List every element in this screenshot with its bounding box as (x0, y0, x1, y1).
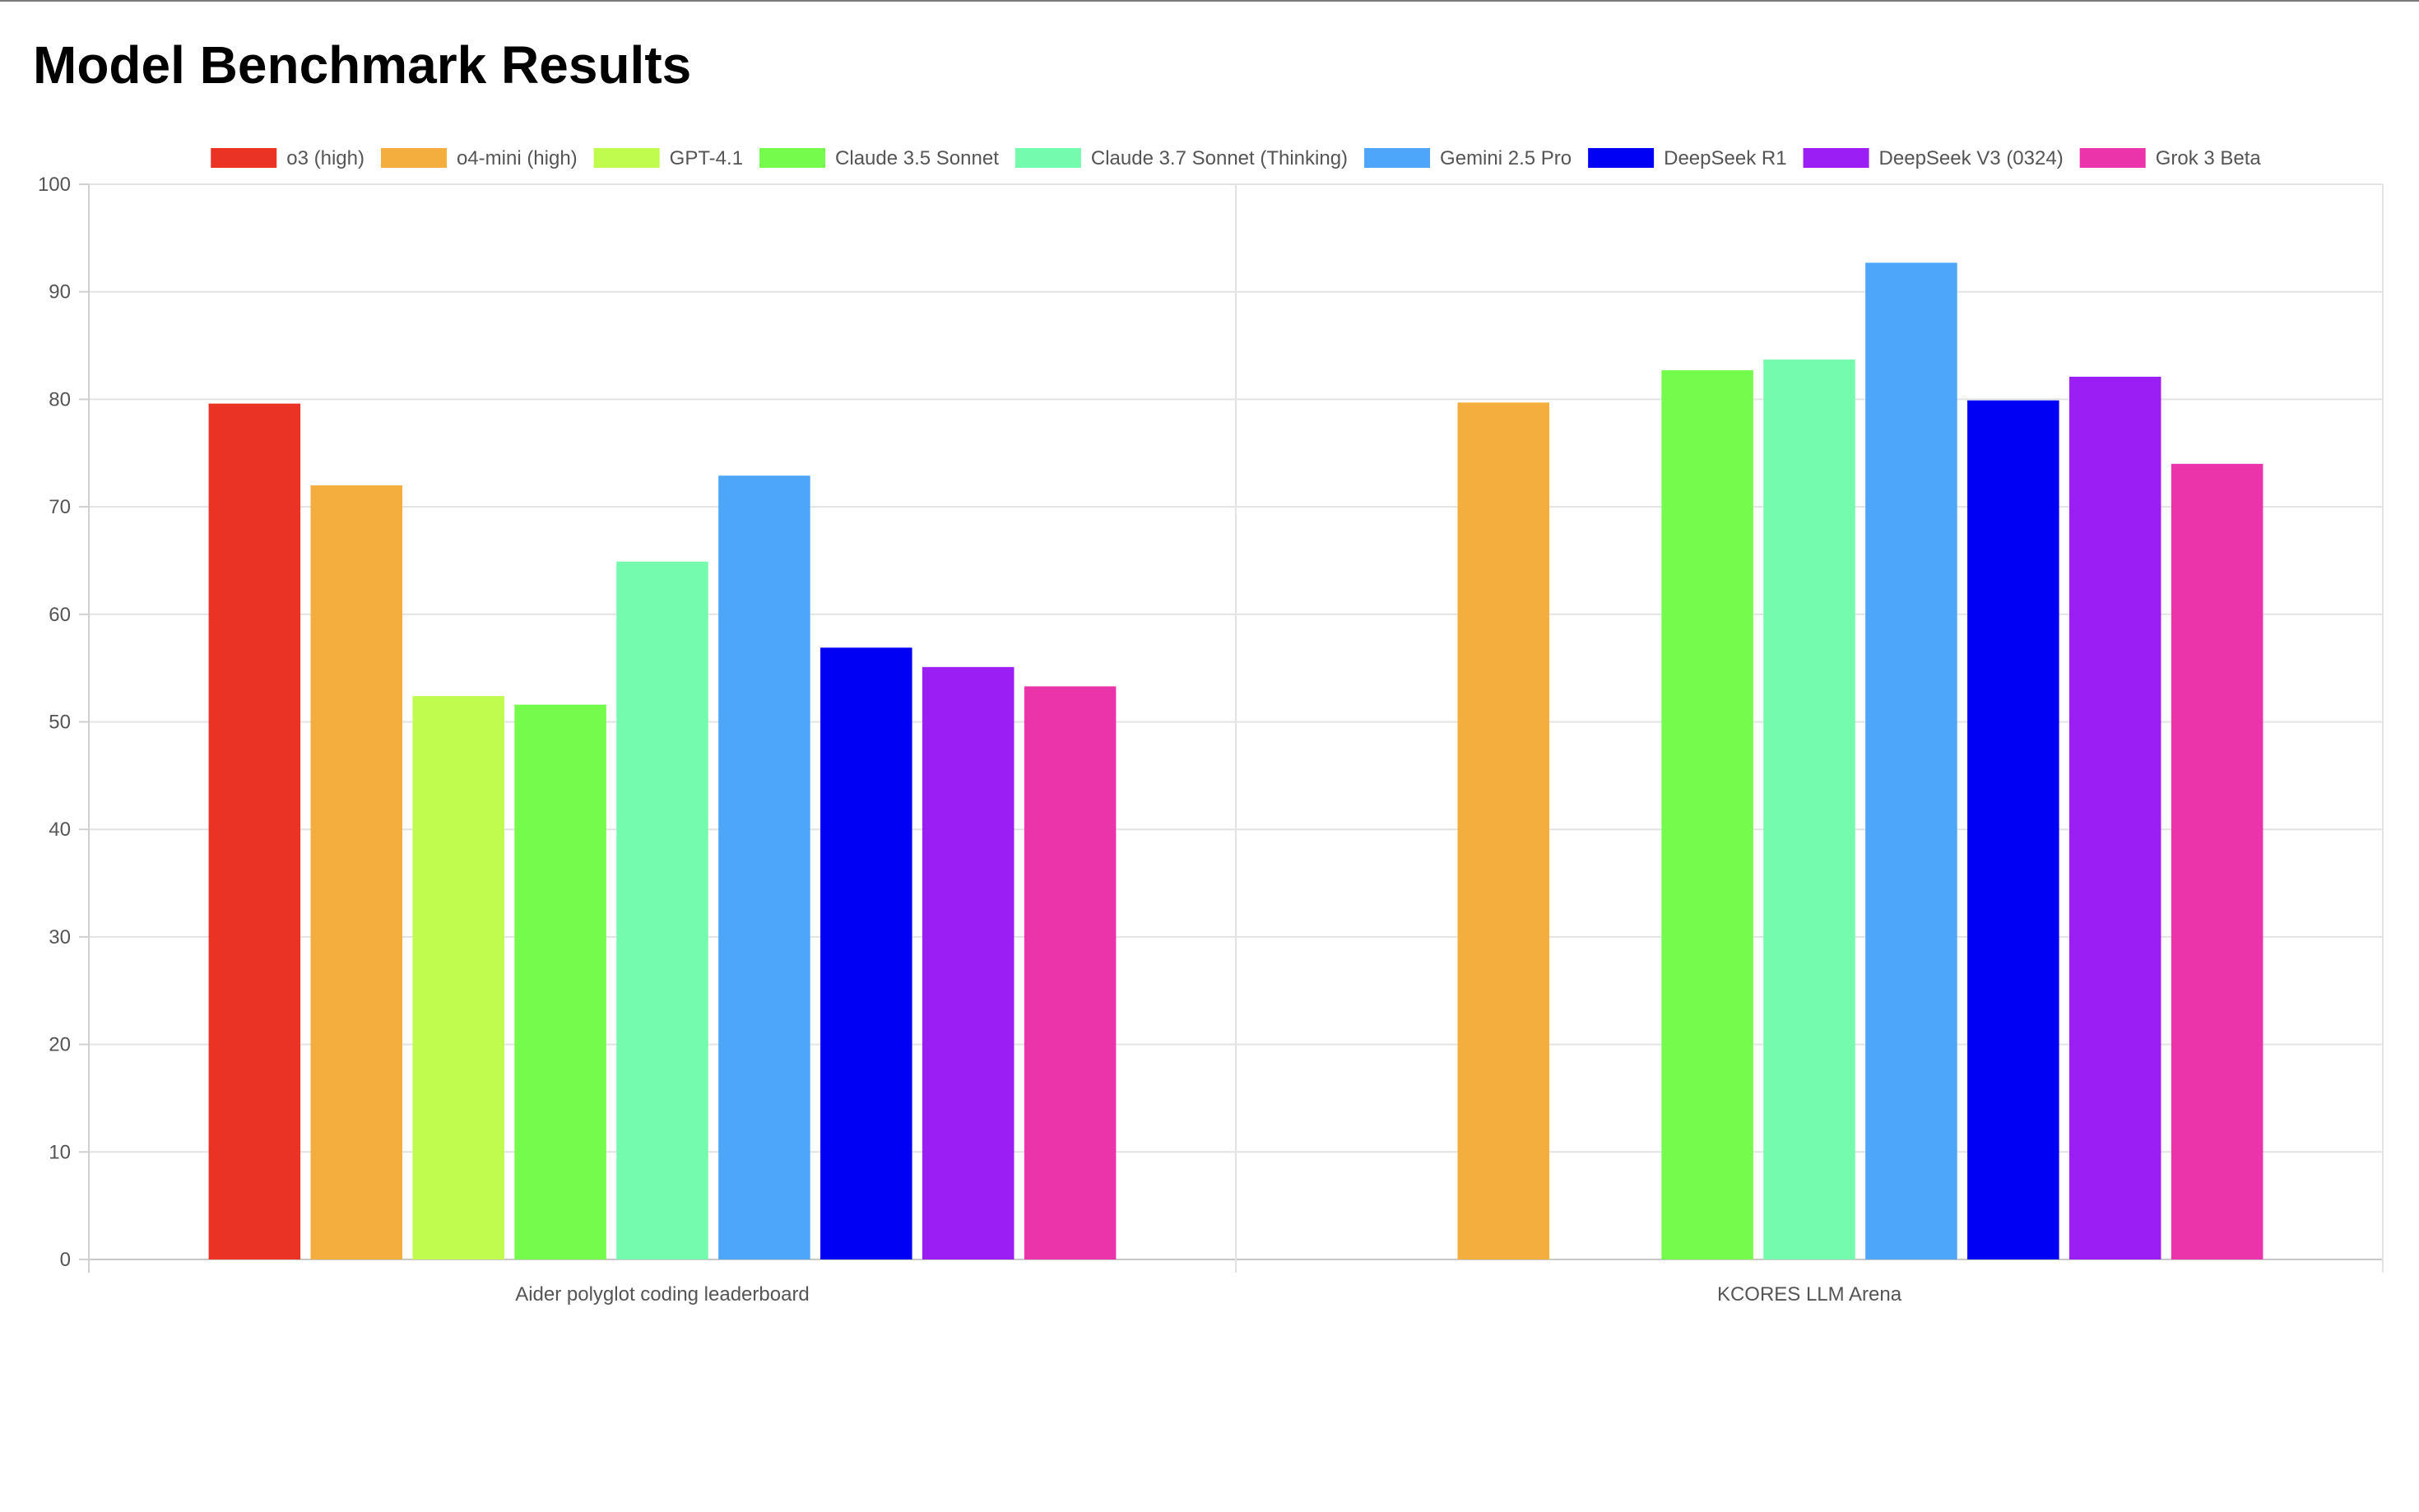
y-tick-label: 50 (49, 712, 71, 734)
legend-label: o3 (high) (286, 147, 364, 169)
bar-4-2[interactable] (1661, 370, 1753, 1260)
top-border (0, 0, 2419, 2)
y-tick-label: 80 (49, 388, 71, 410)
legend-item[interactable]: o4-mini (high) (380, 147, 578, 169)
legend-item[interactable]: o3 (high) (211, 147, 364, 169)
legend-swatch (380, 148, 447, 168)
legend-label: Gemini 2.5 Pro (1440, 147, 1572, 169)
legend-label: Claude 3.7 Sonnet (Thinking) (1091, 147, 1348, 169)
bar-8-2[interactable] (2068, 376, 2161, 1259)
legend-swatch (1014, 148, 1081, 168)
axes: 0 10 20 30 40 50 60 70 80 90 100 Aider polyglot cod… (38, 174, 1902, 1306)
bar-5-1[interactable] (616, 561, 708, 1259)
y-tick-label: 0 (60, 1249, 71, 1271)
y-tick-label: 70 (49, 496, 71, 518)
legend-label: o4-mini (high) (457, 147, 578, 169)
bar-9-1[interactable] (1024, 686, 1117, 1259)
legend-item[interactable]: Gemini 2.5 Pro (1364, 147, 1572, 169)
y-tick-label: 20 (49, 1034, 71, 1056)
legend: o3 (high) o4-mini (high) GPT-4.1 Claude 3.5… (211, 147, 2261, 169)
legend-item[interactable]: Claude 3.5 Sonnet (759, 147, 999, 169)
y-tick-label: 10 (49, 1141, 71, 1163)
bar-1-1[interactable] (208, 403, 301, 1260)
bar-8-1[interactable] (922, 666, 1014, 1259)
legend-swatch (593, 148, 660, 168)
bar-9-2[interactable] (2171, 463, 2263, 1259)
legend-label: DeepSeek R1 (1664, 147, 1786, 169)
y-tick-label: 40 (49, 819, 71, 841)
bar-2-1[interactable] (310, 485, 403, 1259)
legend-item[interactable]: Claude 3.7 Sonnet (Thinking) (1014, 147, 1348, 169)
x-category-label: KCORES LLM Arena (1717, 1283, 1902, 1306)
y-tick-label: 90 (49, 281, 71, 304)
bar-2-2[interactable] (1457, 402, 1550, 1259)
legend-item[interactable]: DeepSeek R1 (1588, 147, 1787, 169)
legend-item[interactable]: Grok 3 Beta (2079, 147, 2262, 169)
legend-label: GPT-4.1 (670, 147, 743, 169)
bar-6-2[interactable] (1865, 262, 1957, 1259)
x-category-label: Aider polyglot coding leaderboard (515, 1283, 810, 1306)
legend-swatch (1364, 148, 1431, 168)
bar-4-1[interactable] (514, 704, 606, 1259)
legend-swatch (2079, 148, 2146, 168)
legend-item[interactable]: DeepSeek V3 (0324) (1803, 147, 2064, 169)
legend-swatch (1803, 148, 1869, 168)
y-tick-label: 100 (38, 174, 71, 196)
legend-item[interactable]: GPT-4.1 (593, 147, 743, 169)
page-title: Model Benchmark Results (33, 35, 692, 95)
bar-7-1[interactable] (820, 647, 912, 1259)
legend-label: DeepSeek V3 (0324) (1879, 147, 2064, 169)
legend-label: Grok 3 Beta (2156, 147, 2262, 169)
bar-6-1[interactable] (718, 475, 810, 1259)
bars (208, 262, 2263, 1260)
y-tick-label: 60 (49, 604, 71, 626)
legend-swatch (211, 148, 277, 168)
legend-label: Claude 3.5 Sonnet (835, 147, 999, 169)
y-tick-label: 30 (49, 926, 71, 948)
legend-swatch (759, 148, 826, 168)
legend-swatch (1588, 148, 1655, 168)
bar-3-1[interactable] (412, 696, 504, 1259)
bar-7-2[interactable] (1967, 400, 2059, 1259)
bar-5-2[interactable] (1763, 359, 1855, 1259)
